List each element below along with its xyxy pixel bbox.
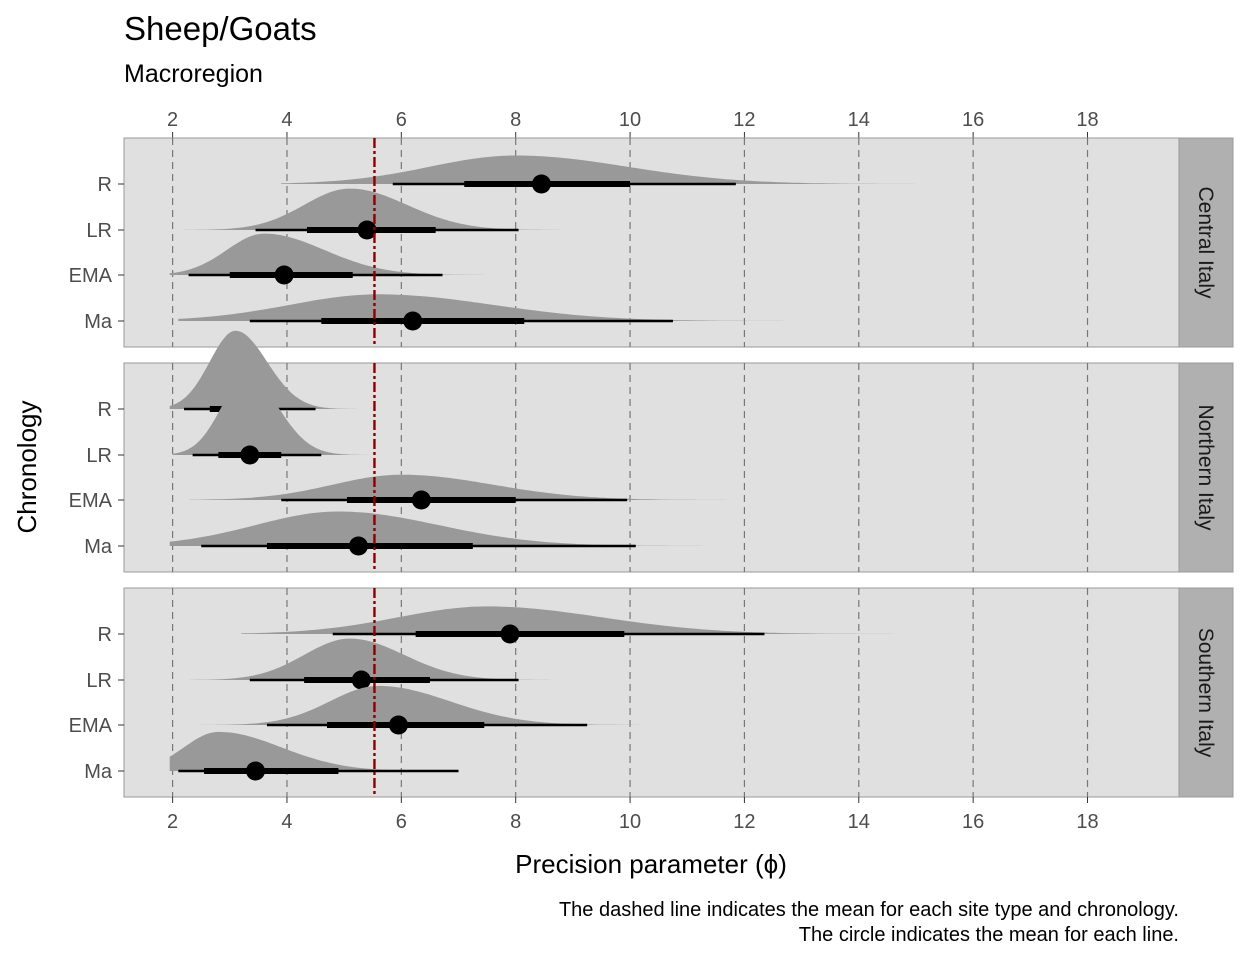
y-tick-label: R xyxy=(98,399,112,421)
y-tick-label: Ma xyxy=(84,311,113,333)
row-ma: Ma xyxy=(84,294,945,333)
mean-point xyxy=(403,311,423,331)
facet-strip-label: Northern Italy xyxy=(1194,404,1217,531)
y-tick-label: R xyxy=(98,624,112,646)
y-tick-label: Ma xyxy=(84,536,113,558)
facet-panel: Southern Italy R LR EMA Ma xyxy=(69,587,1234,798)
x-tick-label-top: 10 xyxy=(619,109,641,131)
row-lr: LR xyxy=(86,188,688,242)
mean-point xyxy=(531,174,551,194)
facet-panel: Northern Italy R LR EMA Ma xyxy=(69,330,1234,573)
x-tick-label-top: 4 xyxy=(281,109,292,131)
facet-panel: Central Italy R LR EMA Ma xyxy=(69,137,1234,348)
x-tick-label-top: 8 xyxy=(510,109,521,131)
row-r: R xyxy=(98,606,974,646)
density-slab xyxy=(172,376,402,455)
mean-point xyxy=(348,536,368,556)
x-tick-label-bottom: 18 xyxy=(1076,811,1098,833)
mean-point xyxy=(351,670,371,690)
y-tick-label: R xyxy=(98,174,112,196)
row-ema: EMA xyxy=(69,685,739,737)
caption-line-2: The circle indicates the mean for each l… xyxy=(799,924,1179,946)
x-tick-label-top: 12 xyxy=(733,109,755,131)
x-tick-label-top: 14 xyxy=(848,109,870,131)
mean-point xyxy=(246,761,266,781)
density-slab xyxy=(169,233,631,275)
facet-strip-label: Central Italy xyxy=(1194,186,1217,299)
x-tick-label-bottom: 12 xyxy=(733,811,755,833)
mean-point xyxy=(240,445,260,465)
facet-strip xyxy=(1178,137,1234,348)
density-slab xyxy=(169,330,385,409)
density-slab xyxy=(169,731,631,771)
density-slab xyxy=(195,685,739,725)
row-ema: EMA xyxy=(69,233,631,287)
top-x-axis: 2 4 6 8 10 12 14 16 18 xyxy=(167,109,1099,138)
mean-point xyxy=(274,265,294,285)
density-slab xyxy=(184,188,688,230)
row-ma: Ma xyxy=(84,511,876,558)
y-tick-label: EMA xyxy=(69,265,113,287)
row-r: R xyxy=(98,155,951,196)
mean-point xyxy=(500,624,520,644)
chart-subtitle: Macroregion xyxy=(124,60,263,88)
density-slab xyxy=(241,606,974,634)
x-tick-label-top: 2 xyxy=(167,109,178,131)
y-tick-label: LR xyxy=(86,220,112,242)
x-tick-label-bottom: 16 xyxy=(962,811,984,833)
facet-panels: Central Italy R LR EMA Ma Northern Italy R LR EM… xyxy=(69,137,1234,798)
row-ma: Ma xyxy=(84,731,631,783)
density-slab xyxy=(169,511,876,546)
y-tick-label: EMA xyxy=(69,490,113,512)
y-tick-label: Ma xyxy=(84,761,113,783)
x-axis-title: Precision parameter (ϕ) xyxy=(515,849,787,879)
bottom-x-axis: 2 4 6 8 10 12 14 16 18 xyxy=(167,797,1099,833)
y-tick-label: LR xyxy=(86,670,112,692)
mean-point xyxy=(388,715,408,735)
x-tick-label-bottom: 4 xyxy=(281,811,292,833)
x-tick-label-top: 6 xyxy=(396,109,407,131)
facet-strip xyxy=(1178,587,1234,798)
x-tick-label-bottom: 10 xyxy=(619,811,641,833)
x-tick-label-bottom: 2 xyxy=(167,811,178,833)
x-tick-label-bottom: 14 xyxy=(848,811,870,833)
mean-point xyxy=(357,220,377,240)
row-lr: LR xyxy=(86,638,682,692)
density-slab xyxy=(189,638,682,680)
density-slab xyxy=(281,155,951,184)
caption-line-1: The dashed line indicates the mean for e… xyxy=(559,899,1179,921)
y-tick-label: LR xyxy=(86,445,112,467)
density-slab xyxy=(178,294,945,321)
y-tick-label: EMA xyxy=(69,715,113,737)
y-axis-title: Chronology xyxy=(12,401,42,534)
facet-strip xyxy=(1178,362,1234,573)
facet-strip-label: Southern Italy xyxy=(1194,628,1217,758)
density-slab xyxy=(189,474,808,500)
x-tick-label-top: 16 xyxy=(962,109,984,131)
x-tick-label-top: 18 xyxy=(1076,109,1098,131)
chart-title: Sheep/Goats xyxy=(124,10,317,47)
x-tick-label-bottom: 8 xyxy=(510,811,521,833)
row-lr: LR xyxy=(86,376,402,467)
mean-point xyxy=(411,490,431,510)
x-tick-label-bottom: 6 xyxy=(396,811,407,833)
